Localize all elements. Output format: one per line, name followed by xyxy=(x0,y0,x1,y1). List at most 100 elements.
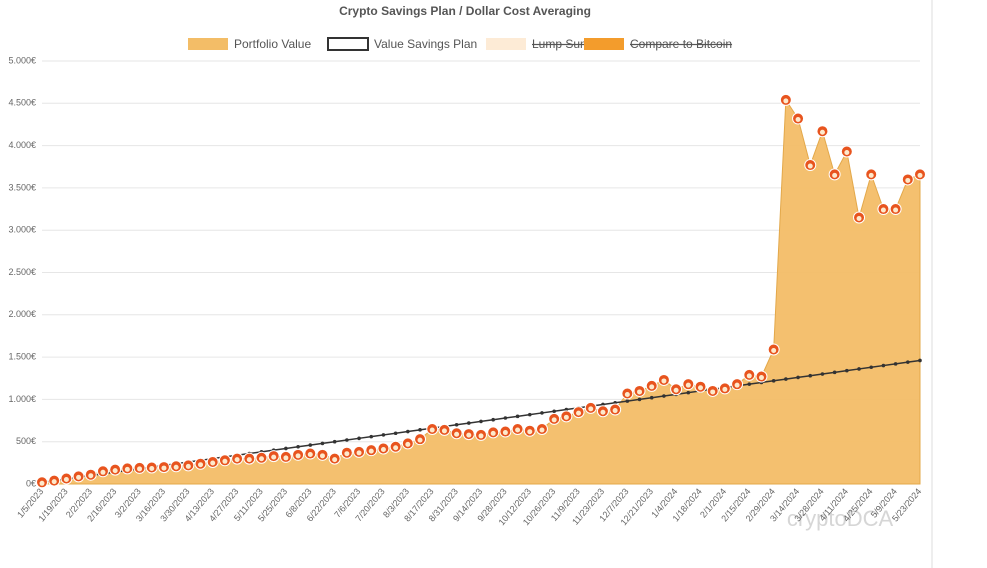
portfolio-marker xyxy=(767,343,780,356)
marker-face xyxy=(137,466,143,472)
y-tick-label: 2.000€ xyxy=(8,309,36,319)
portfolio-marker xyxy=(133,461,146,474)
marker-face xyxy=(746,373,752,379)
savings-point xyxy=(454,422,459,427)
savings-point xyxy=(820,372,825,376)
portfolio-marker xyxy=(682,378,695,391)
portfolio-marker xyxy=(243,452,256,465)
marker-face xyxy=(917,172,923,178)
marker-face xyxy=(368,448,374,454)
marker-face xyxy=(710,389,716,395)
portfolio-marker xyxy=(182,459,195,472)
legend-swatch xyxy=(486,38,526,50)
marker-face xyxy=(685,382,691,388)
marker-face xyxy=(234,457,240,463)
portfolio-marker xyxy=(548,412,561,425)
legend-swatch xyxy=(584,38,624,50)
portfolio-marker xyxy=(877,203,890,216)
portfolio-marker xyxy=(267,450,280,463)
savings-point xyxy=(540,411,544,415)
legend-swatch xyxy=(188,38,228,50)
marker-face xyxy=(832,172,838,178)
savings-point xyxy=(369,434,374,439)
legend-label: Portfolio Value xyxy=(234,37,311,51)
savings-point xyxy=(686,390,691,395)
marker-face xyxy=(124,466,130,472)
marker-face xyxy=(868,172,874,178)
savings-point xyxy=(893,362,898,366)
marker-face xyxy=(502,430,508,436)
savings-point xyxy=(906,360,910,364)
portfolio-marker xyxy=(450,427,463,440)
watermark: cryptoDCA xyxy=(787,506,894,531)
portfolio-marker xyxy=(218,454,231,467)
portfolio-marker xyxy=(901,173,914,186)
marker-face xyxy=(698,385,703,391)
savings-point xyxy=(284,446,288,451)
marker-face xyxy=(466,432,472,438)
marker-face xyxy=(490,430,496,436)
portfolio-marker xyxy=(365,444,378,457)
marker-face xyxy=(905,177,911,183)
marker-face xyxy=(63,477,69,483)
y-tick-label: 4.000€ xyxy=(8,140,36,150)
portfolio-marker xyxy=(255,451,268,464)
savings-point xyxy=(662,394,666,398)
marker-face xyxy=(319,453,325,459)
portfolio-marker xyxy=(389,440,402,453)
portfolio-marker xyxy=(231,452,244,465)
savings-point xyxy=(308,443,313,447)
portfolio-marker xyxy=(743,368,756,381)
savings-point xyxy=(406,429,410,434)
marker-face xyxy=(624,391,630,397)
savings-point xyxy=(491,417,495,422)
portfolio-marker xyxy=(377,442,390,455)
portfolio-marker xyxy=(292,448,305,461)
savings-point xyxy=(345,438,349,442)
portfolio-marker xyxy=(109,463,122,476)
portfolio-marker xyxy=(523,424,536,437)
savings-point xyxy=(637,397,642,402)
savings-point xyxy=(296,444,300,449)
portfolio-marker xyxy=(718,382,731,395)
marker-face xyxy=(722,386,728,392)
portfolio-marker xyxy=(609,403,622,416)
marker-face xyxy=(576,410,582,416)
portfolio-marker xyxy=(84,468,97,481)
portfolio-marker xyxy=(560,410,573,423)
portfolio-marker xyxy=(462,428,475,441)
savings-point xyxy=(918,358,922,363)
marker-face xyxy=(807,163,813,169)
marker-face xyxy=(588,406,594,412)
marker-face xyxy=(295,453,301,459)
marker-face xyxy=(856,216,862,222)
portfolio-marker xyxy=(475,428,487,441)
y-tick-label: 5.000€ xyxy=(8,55,36,65)
savings-point xyxy=(357,436,361,441)
marker-face xyxy=(173,464,179,470)
marker-face xyxy=(393,445,399,451)
y-tick-label: 3.500€ xyxy=(8,182,36,192)
portfolio-marker xyxy=(60,472,73,485)
portfolio-marker xyxy=(316,448,329,461)
savings-point xyxy=(832,370,837,375)
portfolio-marker xyxy=(48,474,61,487)
savings-point xyxy=(527,412,532,417)
savings-point xyxy=(784,377,788,381)
marker-face xyxy=(454,431,460,437)
portfolio-marker xyxy=(414,433,427,446)
marker-face xyxy=(880,207,886,213)
portfolio-marker xyxy=(304,447,317,460)
portfolio-marker xyxy=(499,425,512,438)
portfolio-marker xyxy=(657,373,670,386)
portfolio-marker xyxy=(779,93,792,106)
savings-point xyxy=(857,367,861,371)
legend-label: Lump Sum xyxy=(532,37,590,51)
savings-point xyxy=(479,419,483,424)
savings-point xyxy=(881,363,886,368)
marker-face xyxy=(198,462,204,468)
portfolio-marker xyxy=(828,168,841,181)
marker-face xyxy=(527,429,533,435)
marker-face xyxy=(661,378,667,384)
savings-point xyxy=(418,428,422,432)
